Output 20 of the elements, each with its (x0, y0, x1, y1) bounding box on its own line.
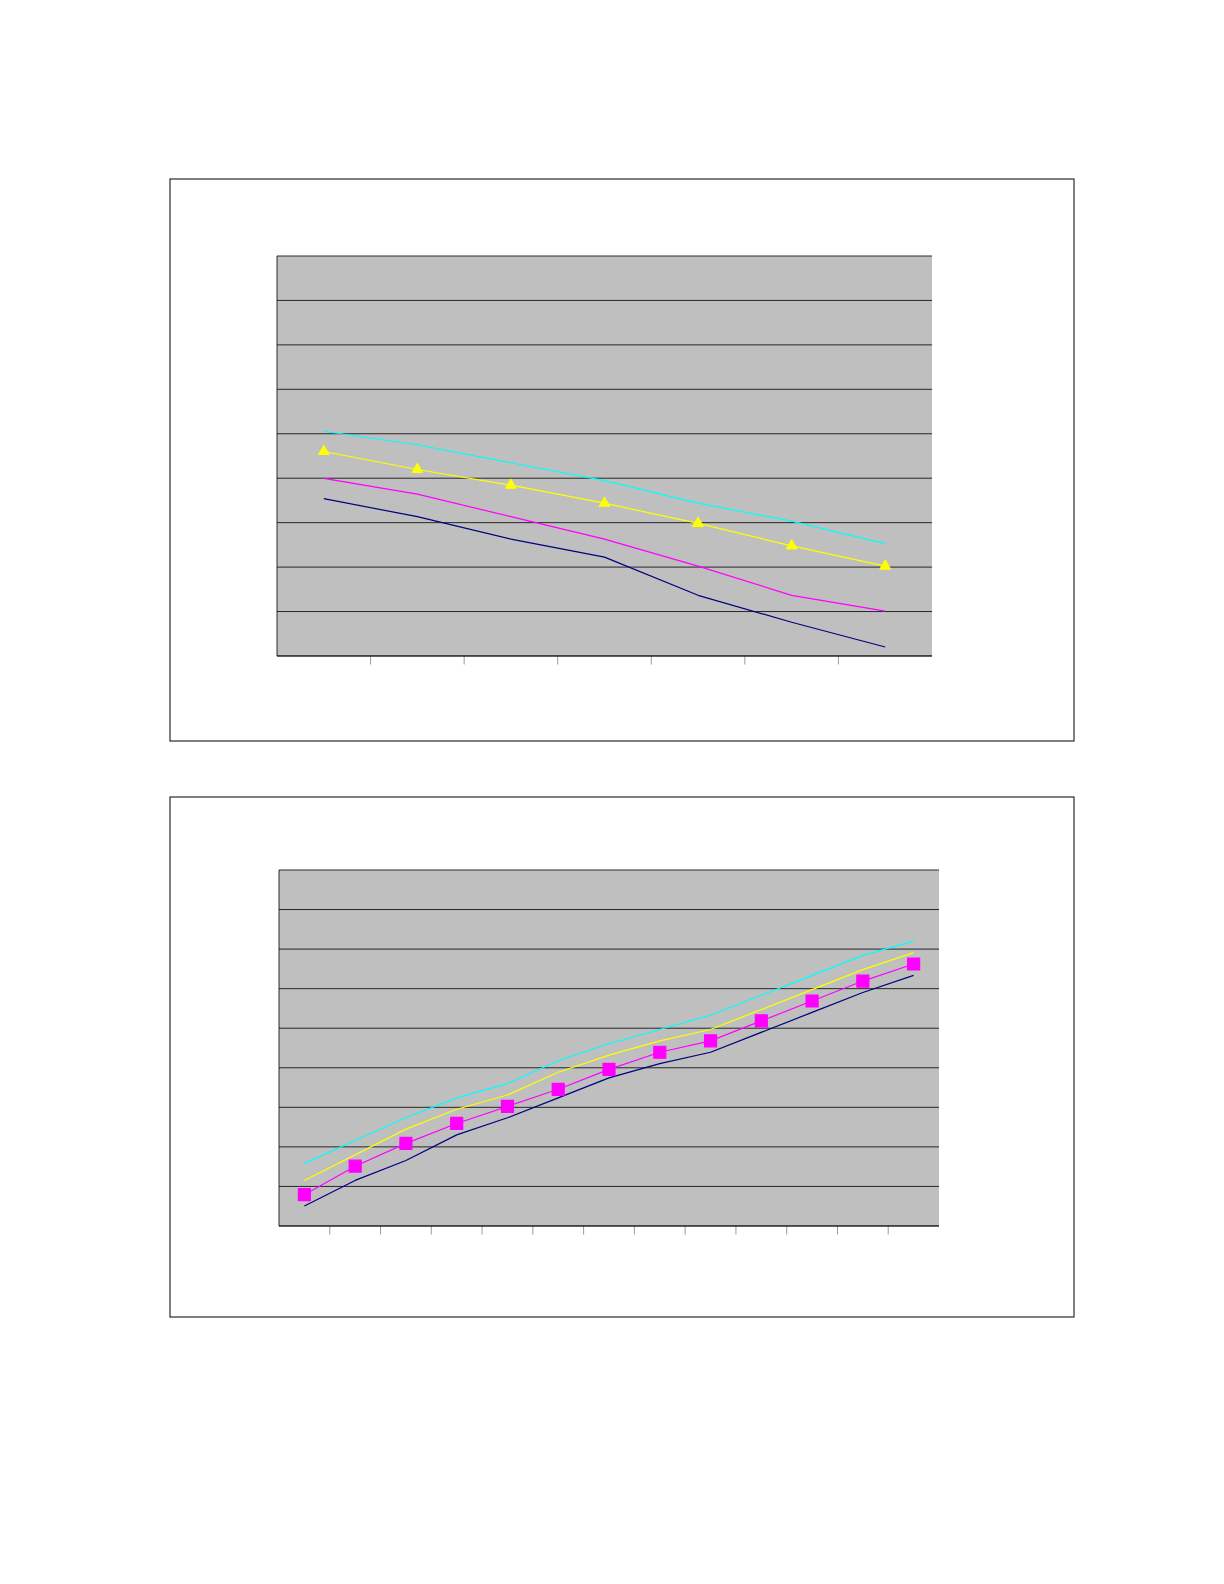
point (754, 1014, 768, 1028)
point (805, 994, 819, 1008)
point (348, 1159, 362, 1173)
point (653, 1045, 667, 1059)
point (907, 957, 921, 971)
point (692, 516, 704, 528)
point (411, 462, 424, 474)
point (598, 496, 611, 507)
point (500, 1099, 515, 1113)
point (450, 1116, 464, 1131)
point (785, 539, 798, 550)
point (505, 478, 517, 489)
point (297, 1188, 311, 1202)
point (602, 1062, 616, 1076)
point (856, 974, 870, 988)
point (399, 1136, 413, 1150)
point (551, 1082, 565, 1096)
point (317, 444, 330, 456)
point (703, 1034, 718, 1048)
point (879, 559, 892, 570)
